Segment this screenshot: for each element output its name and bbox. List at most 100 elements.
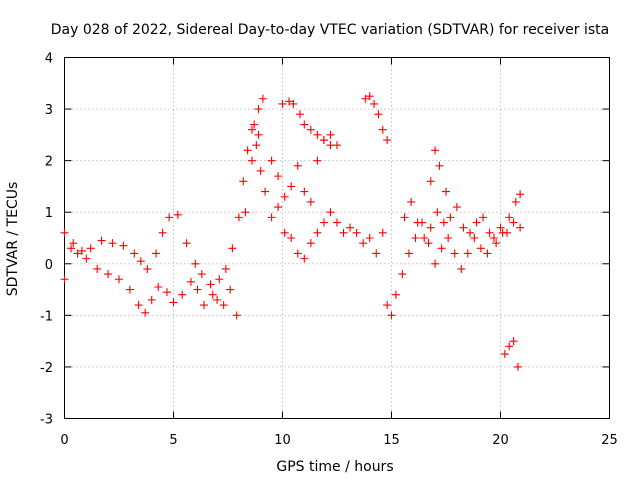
data-point bbox=[383, 136, 392, 145]
data-point bbox=[459, 223, 468, 232]
data-point bbox=[243, 146, 252, 155]
x-tick-label: 5 bbox=[169, 433, 177, 448]
y-tick-label: -1 bbox=[40, 309, 53, 324]
data-point bbox=[280, 228, 289, 237]
data-point bbox=[278, 99, 287, 108]
y-tick-label: 0 bbox=[45, 258, 53, 273]
data-point bbox=[293, 249, 302, 258]
data-point bbox=[470, 234, 479, 242]
data-point bbox=[73, 249, 82, 258]
y-tick-label: 3 bbox=[45, 103, 53, 118]
y-tick-label: -2 bbox=[40, 361, 53, 376]
data-point bbox=[228, 244, 237, 253]
data-point bbox=[319, 218, 328, 227]
data-point bbox=[147, 295, 156, 304]
x-tick-label: 20 bbox=[492, 433, 509, 448]
x-tick-label: 10 bbox=[274, 433, 291, 448]
data-point bbox=[374, 110, 383, 119]
data-point bbox=[404, 249, 413, 258]
data-point bbox=[326, 141, 335, 150]
data-point bbox=[136, 257, 145, 266]
data-point bbox=[339, 228, 348, 237]
data-point bbox=[498, 228, 507, 237]
data-point bbox=[254, 105, 263, 114]
data-point bbox=[446, 213, 455, 222]
data-point bbox=[452, 203, 461, 212]
data-point bbox=[457, 264, 466, 273]
series-track-a bbox=[60, 125, 265, 317]
data-point bbox=[154, 282, 163, 291]
data-point bbox=[306, 125, 315, 134]
data-point bbox=[295, 110, 304, 119]
data-point bbox=[431, 259, 440, 268]
chart-title: Day 028 of 2022, Sidereal Day-to-day VTE… bbox=[51, 22, 609, 38]
data-point bbox=[472, 218, 481, 227]
plot-frame bbox=[64, 57, 610, 419]
data-point bbox=[378, 125, 387, 134]
series-track-b bbox=[60, 210, 241, 320]
series-track-j bbox=[426, 146, 450, 196]
data-point bbox=[130, 249, 139, 258]
data-point bbox=[465, 228, 474, 237]
series-track-c bbox=[241, 130, 387, 263]
data-point bbox=[215, 275, 224, 284]
data-point bbox=[439, 218, 448, 227]
data-point bbox=[178, 290, 187, 299]
data-point bbox=[485, 228, 494, 237]
data-point bbox=[346, 223, 355, 232]
data-point bbox=[213, 295, 222, 304]
x-tick-labels: 0 5 10 15 20 25 bbox=[60, 433, 617, 448]
series-track-k bbox=[500, 337, 522, 371]
data-point bbox=[267, 156, 276, 165]
data-point bbox=[67, 244, 76, 253]
data-point bbox=[169, 298, 178, 307]
data-point bbox=[411, 234, 420, 242]
data-point bbox=[86, 244, 95, 253]
data-point bbox=[431, 146, 440, 155]
data-point bbox=[206, 280, 215, 289]
data-point bbox=[143, 264, 152, 273]
data-point bbox=[165, 213, 174, 222]
data-point bbox=[511, 197, 520, 206]
data-point bbox=[424, 239, 433, 248]
data-point bbox=[420, 234, 429, 242]
data-point bbox=[239, 177, 248, 186]
data-point bbox=[492, 239, 501, 248]
data-point bbox=[280, 192, 289, 201]
data-point bbox=[60, 275, 69, 284]
series-track-g bbox=[361, 92, 392, 145]
data-point bbox=[516, 223, 525, 232]
data-point bbox=[125, 285, 134, 294]
grid bbox=[64, 57, 610, 419]
data-point bbox=[359, 239, 368, 248]
data-point bbox=[442, 187, 450, 196]
x-tick-label: 15 bbox=[383, 433, 400, 448]
data-point bbox=[489, 234, 498, 242]
data-point bbox=[433, 208, 442, 217]
data-point bbox=[400, 213, 409, 222]
data-point bbox=[365, 234, 374, 242]
data-point bbox=[200, 301, 209, 310]
data-point bbox=[232, 311, 241, 320]
data-point bbox=[300, 187, 309, 196]
data-point bbox=[186, 277, 195, 286]
data-point bbox=[333, 218, 341, 227]
data-point bbox=[313, 130, 322, 139]
data-point bbox=[219, 301, 228, 310]
data-point bbox=[444, 234, 453, 242]
series-track-f bbox=[278, 97, 335, 150]
data-point bbox=[97, 236, 106, 245]
data-point bbox=[152, 249, 161, 258]
data-point bbox=[208, 290, 217, 299]
y-tick-label: -3 bbox=[40, 413, 53, 428]
data-point bbox=[261, 187, 270, 196]
data-point bbox=[383, 301, 392, 310]
data-point bbox=[293, 161, 302, 170]
data-point bbox=[60, 228, 69, 237]
data-point bbox=[274, 203, 283, 212]
data-point bbox=[182, 239, 191, 248]
data-point bbox=[115, 275, 123, 284]
data-point bbox=[104, 270, 113, 279]
data-point bbox=[387, 311, 396, 320]
